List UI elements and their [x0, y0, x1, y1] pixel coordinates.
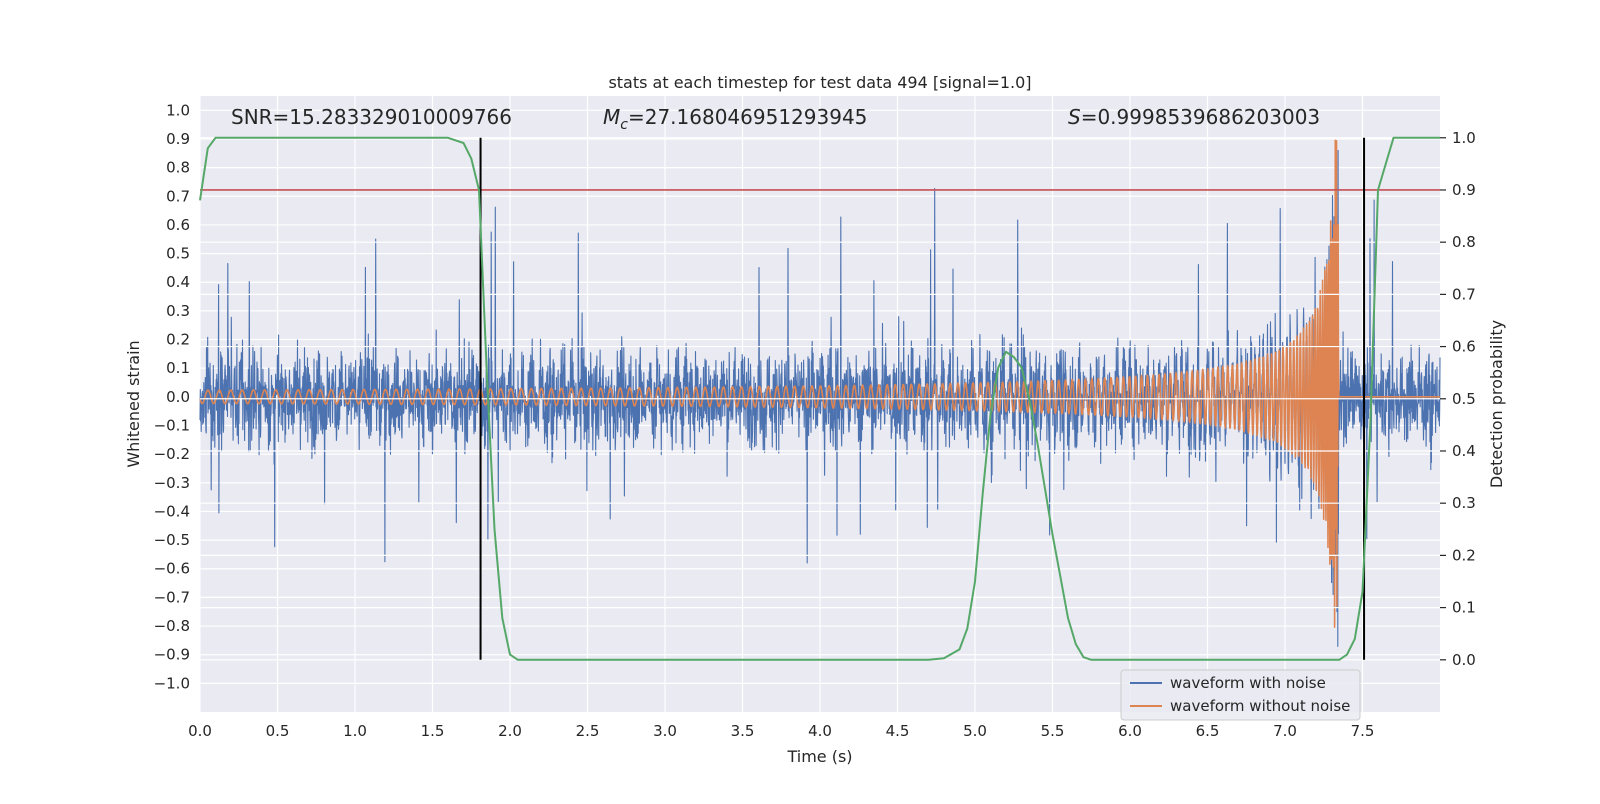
- x-tick-label-3: 1.5: [421, 722, 445, 740]
- x-tick-label-12: 6.0: [1118, 722, 1142, 740]
- y-left-tick-label-0: 1.0: [166, 101, 190, 119]
- y-left-tick-label-9: 0.1: [166, 359, 190, 377]
- y-left-tick-label-2: 0.8: [166, 159, 190, 177]
- s-annotation: S=0.9998539686203003: [1068, 105, 1320, 129]
- y-axis-label-left: Whitened strain: [124, 340, 143, 467]
- y-left-tick-label-15: −0.5: [154, 531, 190, 549]
- y-left-tick-label-11: −0.1: [154, 416, 190, 434]
- legend-label-signal: waveform without noise: [1170, 697, 1350, 715]
- mc-symbol: M: [603, 105, 620, 129]
- y-left-tick-label-1: 0.9: [166, 130, 190, 148]
- mc-annotation: Mc=27.168046951293945: [603, 105, 867, 133]
- y-right-tick-label-4: 0.6: [1452, 338, 1476, 356]
- y-left-tick-label-4: 0.6: [166, 216, 190, 234]
- y-left-tick-label-19: −0.9: [154, 646, 190, 664]
- y-left-tick-label-17: −0.7: [154, 588, 190, 606]
- x-tick-label-14: 7.0: [1273, 722, 1297, 740]
- y-right-tick-label-5: 0.5: [1452, 390, 1476, 408]
- x-tick-label-1: 0.5: [266, 722, 290, 740]
- y-left-tick-label-8: 0.2: [166, 331, 190, 349]
- y-left-tick-label-18: −0.8: [154, 617, 190, 635]
- x-axis-label: Time (s): [786, 747, 852, 766]
- x-tick-label-2: 1.0: [343, 722, 367, 740]
- y-axis-label-right: Detection probability: [1487, 320, 1506, 488]
- series-detection-probability: [199, 136, 1440, 661]
- series-waveform-without-noise: [199, 139, 1441, 628]
- y-left-tick-label-10: 0.0: [166, 388, 190, 406]
- x-tick-label-13: 6.5: [1196, 722, 1220, 740]
- mc-value: =27.168046951293945: [628, 105, 867, 129]
- ticks-group: 0.0 0.5 1.0 1.5 2.0 2.5 3.0 3.5 4.0 4.5 5.0 5.5 6.0 6…: [154, 101, 1476, 740]
- snr-annotation: SNR=15.283329010009766: [231, 105, 512, 129]
- chart-title: stats at each timestep for test data 494…: [608, 73, 1031, 92]
- x-tick-label-10: 5.0: [963, 722, 987, 740]
- mc-subscript: c: [620, 117, 628, 133]
- y-left-tick-label-13: −0.3: [154, 474, 190, 492]
- x-tick-label-9: 4.5: [886, 722, 910, 740]
- s-value: =0.9998539686203003: [1081, 105, 1320, 129]
- x-tick-label-0: 0.0: [188, 722, 212, 740]
- y-left-tick-label-14: −0.4: [154, 502, 190, 520]
- x-tick-label-5: 2.5: [576, 722, 600, 740]
- y-right-tick-label-0: 1.0: [1452, 129, 1476, 147]
- x-tick-label-4: 2.0: [498, 722, 522, 740]
- x-tick-label-8: 4.0: [808, 722, 832, 740]
- y-right-tick-label-10: 0.0: [1452, 651, 1476, 669]
- y-right-tick-label-7: 0.3: [1452, 494, 1476, 512]
- right-grid: [200, 137, 1440, 661]
- legend: waveform with noise waveform without noi…: [1120, 669, 1361, 721]
- x-tick-label-6: 3.0: [653, 722, 677, 740]
- legend-box: [1120, 669, 1361, 721]
- y-left-tick-label-5: 0.5: [166, 245, 190, 263]
- y-right-tick-label-1: 0.9: [1452, 181, 1476, 199]
- legend-label-noise: waveform with noise: [1170, 674, 1326, 692]
- y-right-tick-label-9: 0.1: [1452, 599, 1476, 617]
- x-tick-label-7: 3.5: [731, 722, 755, 740]
- y-right-tick-label-6: 0.4: [1452, 442, 1476, 460]
- x-tick-label-11: 5.5: [1041, 722, 1065, 740]
- s-symbol: S: [1068, 105, 1081, 129]
- y-left-tick-label-7: 0.3: [166, 302, 190, 320]
- y-left-tick-label-20: −1.0: [154, 674, 190, 692]
- x-tick-label-15: 7.5: [1351, 722, 1375, 740]
- y-left-tick-label-6: 0.4: [166, 273, 190, 291]
- y-left-tick-label-12: −0.2: [154, 445, 190, 463]
- y-right-tick-label-8: 0.2: [1452, 546, 1476, 564]
- overlay-group: [199, 136, 1440, 661]
- y-left-tick-label-3: 0.7: [166, 187, 190, 205]
- y-right-tick-label-3: 0.7: [1452, 285, 1476, 303]
- signal-series-group: [199, 139, 1441, 628]
- y-right-tick-label-2: 0.8: [1452, 233, 1476, 251]
- y-left-tick-label-16: −0.6: [154, 560, 190, 578]
